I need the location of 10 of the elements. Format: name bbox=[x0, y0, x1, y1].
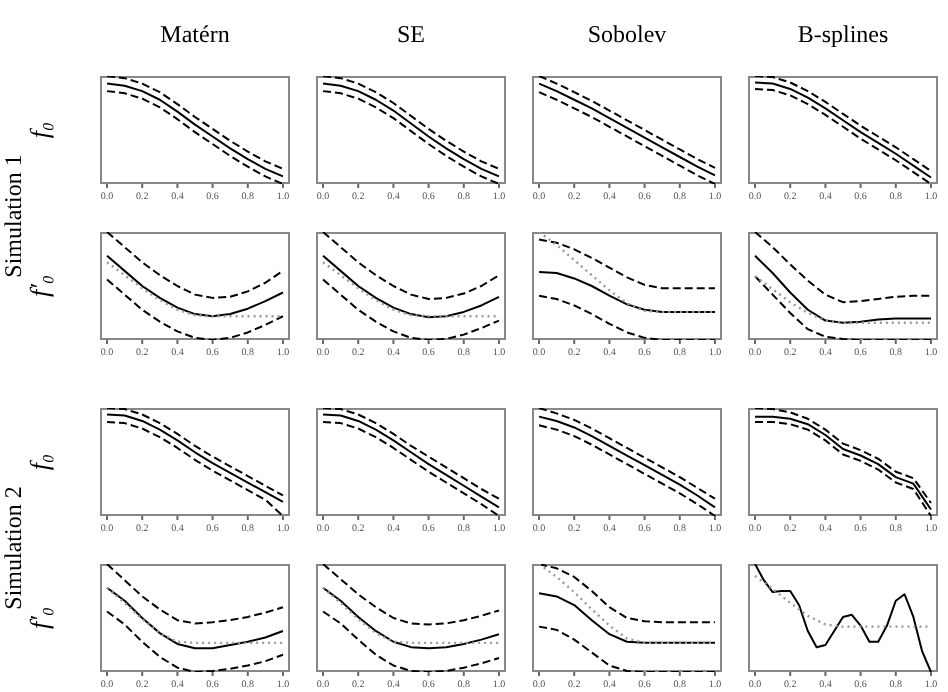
chart-title: Matérn bbox=[158, 20, 232, 50]
y-axis-title: f₀ bbox=[24, 121, 56, 139]
chart-title: SE bbox=[394, 20, 427, 50]
chart-title: B-splines bbox=[795, 20, 891, 50]
text: Simulation 2 bbox=[0, 486, 29, 610]
text: Simulation 1 bbox=[0, 154, 29, 278]
y-axis-title: f₀ bbox=[24, 453, 56, 471]
chart-title: Sobolev bbox=[585, 20, 669, 50]
y-axis-title: f′₀ bbox=[24, 275, 56, 297]
y-axis-title: f′₀ bbox=[24, 607, 56, 629]
